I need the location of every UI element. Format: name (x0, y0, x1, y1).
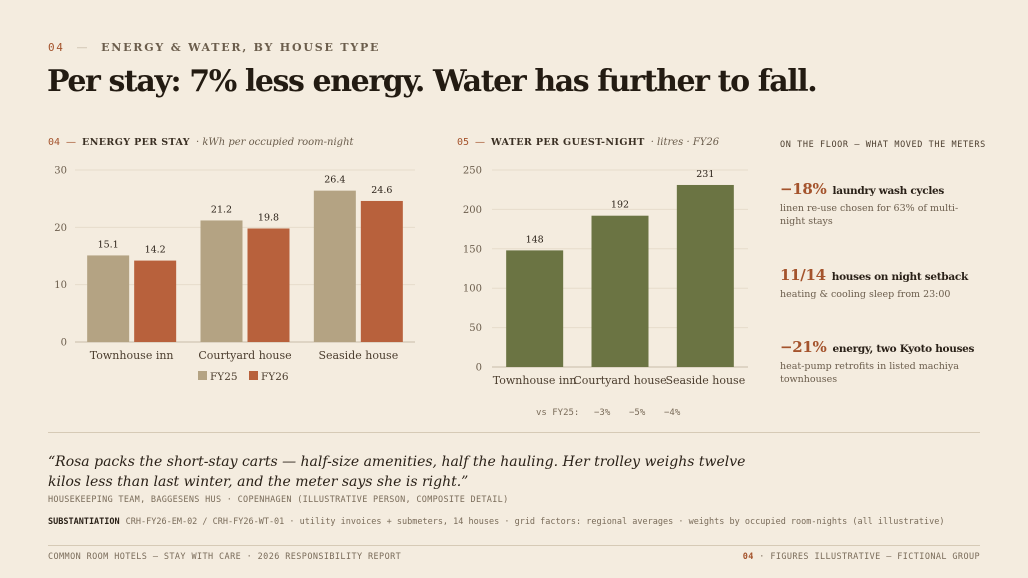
stat-label: laundry wash cycles (832, 185, 945, 197)
legend-label-fy26: FY26 (261, 371, 289, 383)
water-bar (676, 184, 734, 367)
energy-y-tick-label: 20 (54, 223, 67, 234)
kicker-dash: — (76, 41, 90, 54)
energy-chart-dash: — (66, 137, 77, 148)
section-divider (48, 432, 980, 433)
footer-report-title: COMMON ROOM HOTELS — STAY WITH CARE · 20… (48, 552, 402, 562)
water-chart-unit: · litres · FY26 (650, 137, 720, 148)
energy-bar-chart: 0 10 20 30 15.1 14.2 Townhouse inn 21.2 19.8 Cour… (54, 166, 415, 383)
water-chart-dash: — (475, 137, 486, 148)
substantiation-note: SUBSTANTIATION CRH-FY26-EM-02 / CRH-FY26-… (48, 517, 983, 528)
water-y-tick-label: 150 (463, 244, 482, 255)
water-vs-fy25-value: −5% (629, 408, 646, 418)
footer-note: 04 · FIGURES ILLUSTRATIVE — FICTIONAL GR… (743, 552, 980, 562)
water-vs-fy25-value: −4% (664, 408, 681, 418)
stat-value: −21% (780, 338, 827, 356)
water-bar (591, 215, 649, 367)
water-bar-chart: 0 50 100 150 200 250 148 Townhouse inn 192 Courty… (463, 166, 748, 418)
energy-data-label: 26.4 (324, 175, 345, 186)
energy-bar-fy25 (200, 220, 243, 342)
water-category-label: Townhouse inn (493, 374, 577, 387)
energy-category-label: Seaside house (318, 349, 398, 362)
energy-y-tick-label: 10 (54, 280, 67, 291)
water-chart-header: 05 — WATER PER GUEST-NIGHT · litres · FY… (457, 137, 719, 148)
pull-quote: “Rosa packs the short-stay carts — half-… (48, 454, 746, 490)
water-y-tick-label: 100 (463, 284, 482, 295)
energy-data-label: 21.2 (211, 204, 232, 215)
water-vs-fy25-value: −3% (594, 408, 611, 418)
energy-data-label: 15.1 (98, 239, 119, 250)
water-y-tick-label: 200 (463, 205, 482, 216)
water-category-label: Seaside house (665, 374, 745, 387)
energy-chart-header: 04 — ENERGY PER STAY · kWh per occupied … (48, 137, 354, 148)
stat-night-setback: 11/14 houses on night setback heating & … (780, 266, 980, 301)
water-data-label: 148 (526, 234, 544, 245)
stat-value: 11/14 (780, 266, 826, 284)
water-data-label: 192 (611, 200, 629, 211)
section-label: ENERGY & WATER, BY HOUSE TYPE (101, 41, 381, 54)
footer-divider (48, 545, 980, 546)
substantiation-key: SUBSTANTIATION (48, 517, 120, 527)
legend-swatch-fy26 (249, 371, 258, 380)
water-y-tick-label: 50 (469, 323, 482, 334)
stat-description: heating & cooling sleep from 23:00 (780, 289, 951, 300)
energy-data-label: 24.6 (371, 185, 392, 196)
page-headline: Per stay: 7% less energy. Water has furt… (47, 64, 818, 99)
energy-chart-number: 04 (48, 137, 61, 148)
energy-bar-fy25 (313, 190, 356, 342)
stat-description: linen re-use chosen for 63% of multi-nig… (780, 203, 959, 227)
stat-description: heat-pump retrofits in listed machiya to… (780, 361, 959, 385)
stat-value: −18% (780, 180, 827, 198)
energy-y-tick-label: 30 (54, 166, 67, 177)
water-bar (506, 250, 564, 367)
water-vs-fy25-label: vs FY25: (536, 408, 579, 418)
stat-laundry: −18% laundry wash cycles linen re-use ch… (780, 180, 980, 228)
quote-attribution: HOUSEKEEPING TEAM, BAGGESENS HUS · COPEN… (48, 495, 509, 505)
side-panel: ON THE FLOOR — WHAT MOVED THE METERS −18… (780, 140, 986, 385)
stat-kyoto-energy: −21% energy, two Kyoto houses heat-pump … (780, 338, 980, 386)
section-number: 04 (48, 41, 65, 54)
legend-label-fy25: FY25 (210, 371, 238, 383)
footer-page-number: 04 (742, 552, 754, 562)
energy-chart-title: ENERGY PER STAY (82, 137, 190, 148)
footer-disclaimer: · FIGURES ILLUSTRATIVE — FICTIONAL GROUP (759, 552, 980, 562)
energy-bar-fy25 (87, 255, 130, 342)
energy-chart-unit: · kWh per occupied room-night (196, 137, 354, 148)
energy-bar-fy26 (360, 200, 403, 342)
water-data-label: 231 (696, 169, 714, 180)
energy-bar-fy26 (247, 228, 290, 342)
energy-bar-fy26 (134, 260, 177, 342)
water-y-tick-label: 250 (463, 166, 482, 177)
stat-label: houses on night setback (831, 271, 968, 283)
energy-category-label: Townhouse inn (90, 349, 174, 362)
water-category-label: Courtyard house (573, 374, 666, 387)
section-kicker: 04 — ENERGY & WATER, BY HOUSE TYPE (48, 41, 380, 54)
substantiation-text: CRH-FY26-EM-02 / CRH-FY26-WT-01 · utilit… (125, 517, 945, 527)
legend-swatch-fy25 (198, 371, 207, 380)
water-y-tick-label: 0 (476, 363, 482, 374)
energy-y-tick-label: 0 (61, 338, 67, 349)
energy-data-label: 14.2 (145, 245, 166, 256)
side-panel-title: ON THE FLOOR — WHAT MOVED THE METERS (780, 140, 986, 150)
stat-label: energy, two Kyoto houses (832, 343, 975, 355)
energy-category-label: Courtyard house (198, 349, 291, 362)
energy-data-label: 19.8 (258, 212, 279, 223)
water-chart-number: 05 (457, 137, 470, 148)
water-chart-title: WATER PER GUEST-NIGHT (491, 137, 645, 148)
